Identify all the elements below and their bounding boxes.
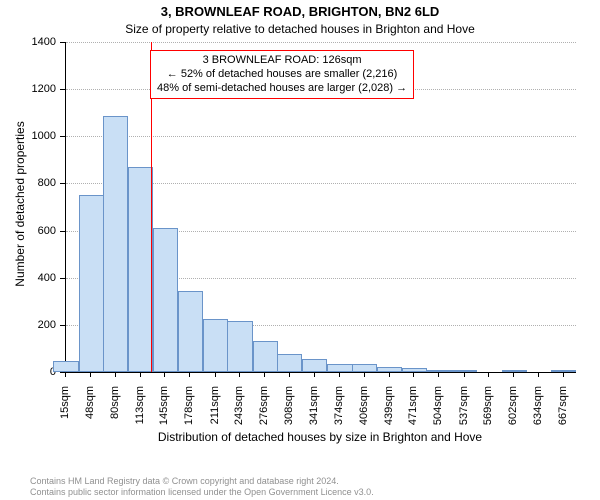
x-tick-label: 178sqm bbox=[183, 386, 195, 436]
histogram-bar bbox=[302, 359, 327, 372]
x-tick-label: 471sqm bbox=[407, 386, 419, 436]
x-tick-label: 634sqm bbox=[532, 386, 544, 436]
x-tick-mark bbox=[364, 372, 365, 377]
histogram-bar bbox=[277, 354, 302, 372]
annotation-line: ← 52% of detached houses are smaller (2,… bbox=[157, 68, 407, 82]
x-tick-mark bbox=[464, 372, 465, 377]
y-tick-label: 1200 bbox=[20, 83, 56, 95]
gridline bbox=[66, 42, 576, 43]
x-tick-mark bbox=[538, 372, 539, 377]
x-tick-label: 243sqm bbox=[233, 386, 245, 436]
x-tick-label: 211sqm bbox=[209, 386, 221, 436]
histogram-bar bbox=[203, 319, 228, 372]
page-subtitle: Size of property relative to detached ho… bbox=[0, 22, 600, 36]
annotation-box: 3 BROWNLEAF ROAD: 126sqm← 52% of detache… bbox=[150, 50, 414, 99]
x-tick-mark bbox=[563, 372, 564, 377]
page-title: 3, BROWNLEAF ROAD, BRIGHTON, BN2 6LD bbox=[0, 4, 600, 19]
x-tick-mark bbox=[389, 372, 390, 377]
x-tick-label: 48sqm bbox=[84, 386, 96, 436]
x-tick-label: 308sqm bbox=[283, 386, 295, 436]
y-tick-label: 1000 bbox=[20, 130, 56, 142]
x-tick-label: 504sqm bbox=[432, 386, 444, 436]
x-tick-label: 667sqm bbox=[557, 386, 569, 436]
x-tick-label: 406sqm bbox=[358, 386, 370, 436]
y-tick-label: 200 bbox=[20, 319, 56, 331]
x-tick-label: 113sqm bbox=[134, 386, 146, 436]
x-tick-label: 439sqm bbox=[383, 386, 395, 436]
x-tick-mark bbox=[314, 372, 315, 377]
histogram-bar bbox=[327, 364, 352, 372]
x-tick-mark bbox=[264, 372, 265, 377]
x-tick-label: 341sqm bbox=[308, 386, 320, 436]
x-tick-mark bbox=[513, 372, 514, 377]
x-tick-mark bbox=[289, 372, 290, 377]
x-tick-label: 569sqm bbox=[482, 386, 494, 436]
y-tick-label: 600 bbox=[20, 225, 56, 237]
x-tick-mark bbox=[65, 372, 66, 377]
footer-credits: Contains HM Land Registry data © Crown c… bbox=[30, 476, 374, 498]
x-tick-label: 145sqm bbox=[158, 386, 170, 436]
y-tick-label: 800 bbox=[20, 177, 56, 189]
annotation-line: 3 BROWNLEAF ROAD: 126sqm bbox=[157, 54, 407, 68]
x-tick-label: 15sqm bbox=[59, 386, 71, 436]
x-tick-mark bbox=[189, 372, 190, 377]
annotation-line: 48% of semi-detached houses are larger (… bbox=[157, 82, 407, 96]
x-tick-label: 537sqm bbox=[458, 386, 470, 436]
histogram-bar bbox=[377, 367, 402, 372]
x-tick-label: 80sqm bbox=[109, 386, 121, 436]
histogram-bar bbox=[103, 116, 128, 372]
x-tick-mark bbox=[239, 372, 240, 377]
x-tick-label: 276sqm bbox=[258, 386, 270, 436]
x-tick-mark bbox=[215, 372, 216, 377]
histogram-bar bbox=[53, 361, 78, 372]
x-tick-mark bbox=[413, 372, 414, 377]
x-tick-mark bbox=[115, 372, 116, 377]
x-tick-mark bbox=[164, 372, 165, 377]
histogram-bar bbox=[178, 291, 203, 372]
histogram-bar bbox=[253, 341, 278, 372]
x-tick-mark bbox=[90, 372, 91, 377]
y-tick-label: 0 bbox=[20, 366, 56, 378]
histogram-bar bbox=[352, 364, 377, 372]
gridline bbox=[66, 136, 576, 137]
histogram-bar bbox=[427, 370, 452, 372]
histogram-bar bbox=[79, 195, 104, 372]
y-tick-label: 400 bbox=[20, 272, 56, 284]
x-axis-label: Distribution of detached houses by size … bbox=[65, 430, 575, 444]
x-tick-mark bbox=[438, 372, 439, 377]
y-tick-label: 1400 bbox=[20, 36, 56, 48]
x-tick-mark bbox=[339, 372, 340, 377]
footer-line-2: Contains public sector information licen… bbox=[30, 487, 374, 498]
histogram-bar bbox=[128, 167, 153, 372]
x-tick-label: 602sqm bbox=[507, 386, 519, 436]
x-tick-label: 374sqm bbox=[333, 386, 345, 436]
x-tick-mark bbox=[140, 372, 141, 377]
footer-line-1: Contains HM Land Registry data © Crown c… bbox=[30, 476, 374, 487]
histogram-bar bbox=[227, 321, 252, 372]
histogram-bar bbox=[153, 228, 178, 372]
x-tick-mark bbox=[488, 372, 489, 377]
